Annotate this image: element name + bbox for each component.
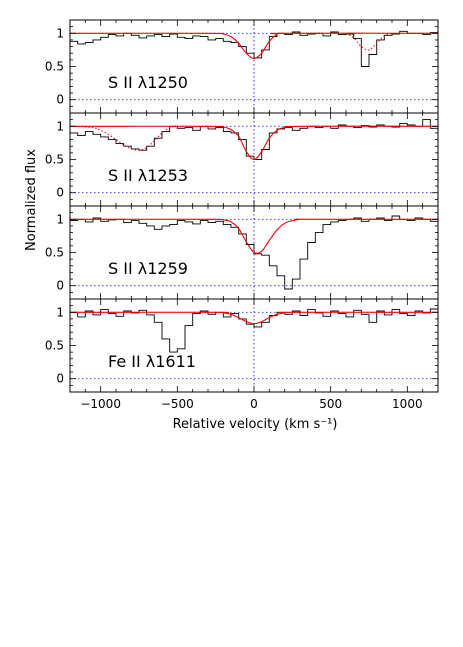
y-axis-title: Normalized flux [24,149,39,251]
ion-label: S II λ1253 [108,166,188,185]
y-tick-label: 0.5 [45,153,64,167]
panels: 0 0.5 1 S II λ1250 0 0.5 1 S II λ1253 0 0.5 1 S II … [45,19,439,393]
y-tick-label: 1 [56,26,64,40]
y-tick-label: 0 [56,279,64,293]
fit-model [70,311,438,325]
x-tick-label: 500 [319,397,342,411]
spectrum-data [70,30,438,67]
x-tick-label: 0 [250,397,258,411]
y-tick-label: 0 [56,93,64,107]
x-tick-label: −1000 [80,397,121,411]
x-tick-label: 1000 [392,397,423,411]
ion-label: Fe II λ1611 [108,352,196,371]
x-tick-label: −500 [161,397,194,411]
blend-model [345,32,393,51]
y-tick-label: 1 [56,305,64,319]
ion-label: S II λ1259 [108,259,188,278]
fit-model [70,125,438,161]
panel-frame [69,298,439,393]
fit-model [70,32,438,60]
panel-1: 0 0.5 1 S II λ1250 [45,19,439,114]
x-axis-title: Relative velocity (km s⁻¹) [173,417,338,432]
y-tick-label: 0.5 [45,246,64,260]
y-tick-label: 0 [56,372,64,386]
panel-3: 0 0.5 1 S II λ1259 [45,205,439,300]
ion-label: S II λ1250 [108,73,188,92]
y-tick-label: 0 [56,186,64,200]
panel-4: 0 0.5 1 Fe II λ1611 [45,298,439,393]
panel-2: 0 0.5 1 S II λ1253 [45,112,439,207]
fit-model [70,218,438,254]
y-tick-label: 1 [56,212,64,226]
x-tick-labels: −1000 −500 0 500 1000 [80,397,422,411]
y-tick-label: 0.5 [45,339,64,353]
panel-frame [69,19,439,114]
y-tick-label: 1 [56,119,64,133]
y-tick-label: 0.5 [45,60,64,74]
